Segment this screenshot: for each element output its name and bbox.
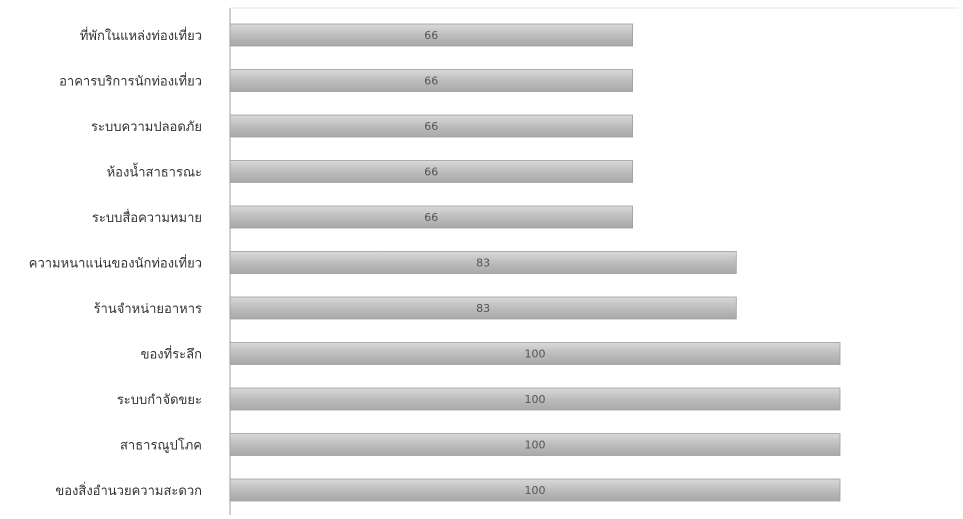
category-label: ร้านจำหน่ายอาหาร <box>94 302 202 317</box>
data-label: 66 <box>424 29 438 42</box>
data-label: 100 <box>525 439 546 452</box>
bar <box>229 296 737 320</box>
data-label: 83 <box>476 302 490 315</box>
category-label: ความหนาแน่นของนักท่องเที่ยว <box>29 255 202 272</box>
bar <box>229 160 634 183</box>
data-label: 100 <box>525 348 546 361</box>
data-label: 66 <box>424 120 438 133</box>
category-label: ระบบความปลอดภัย <box>91 120 202 135</box>
category-label: ระบบกำจัดขยะ <box>117 393 202 408</box>
bar <box>229 251 737 274</box>
data-label: 100 <box>525 484 546 497</box>
category-label: อาคารบริการนักท่องเที่ยว <box>59 73 202 90</box>
bar <box>229 114 634 138</box>
data-label: 66 <box>424 211 438 224</box>
bar <box>229 387 841 411</box>
data-label: 66 <box>424 166 438 179</box>
data-label: 83 <box>476 257 490 270</box>
category-label: ของที่ระลึก <box>141 346 202 363</box>
category-label: ห้องน้ำสาธารณะ <box>107 163 202 181</box>
category-label: สาธารณูปโภค <box>120 438 202 454</box>
bar <box>229 205 634 229</box>
category-label: ของสิ่งอำนวยความสะดวก <box>55 482 202 499</box>
category-label: ระบบสื่อความหมาย <box>92 209 202 226</box>
bar <box>229 69 634 92</box>
category-label: ที่พักในแหล่งท่องเที่ยว <box>80 27 202 44</box>
bar <box>229 478 841 502</box>
data-label: 100 <box>525 393 546 406</box>
data-label: 66 <box>424 75 438 88</box>
bar <box>229 433 841 456</box>
bar <box>229 342 841 365</box>
bar <box>229 23 634 47</box>
